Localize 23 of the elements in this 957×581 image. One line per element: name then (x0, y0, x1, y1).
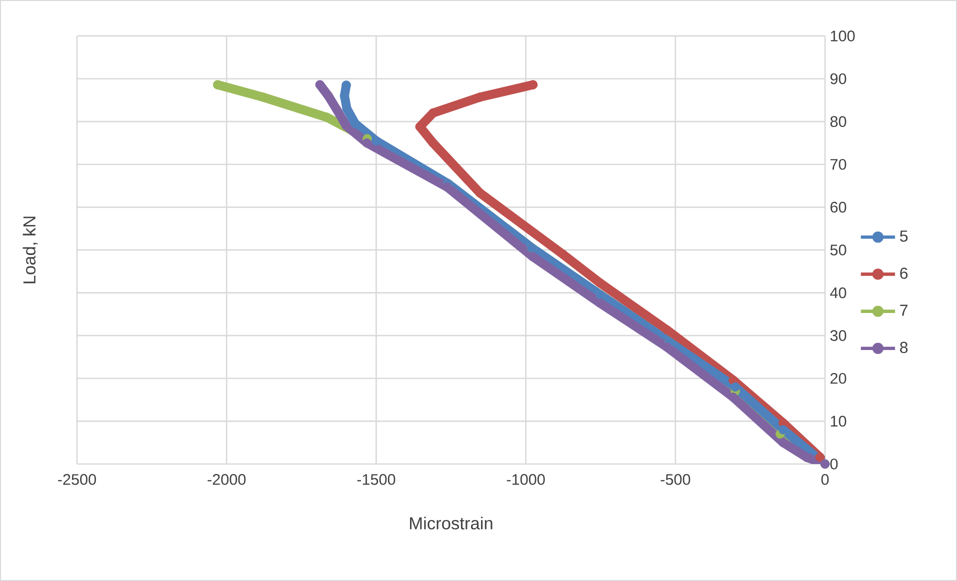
y-tick-label: 10 (830, 416, 846, 427)
x-tick-label: -2500 (58, 474, 96, 485)
y-axis-title: Load, kN (22, 216, 38, 284)
y-tick-label: 0 (830, 458, 838, 470)
x-tick-label: 0 (821, 474, 829, 485)
y-tick-label: 60 (830, 202, 846, 213)
y-tick-label: 30 (830, 330, 846, 342)
y-tick-label: 70 (830, 158, 846, 170)
y-tick-label: 100 (830, 30, 855, 42)
x-tick-label: -2000 (208, 474, 246, 485)
x-tick-label: -1500 (357, 474, 396, 485)
y-tick-label: 90 (830, 73, 846, 84)
y-tick-label: 20 (830, 372, 846, 384)
y-tick-label: 80 (830, 116, 846, 128)
legend-label: 5 (900, 230, 908, 242)
x-axis-title: Microstrain (410, 516, 492, 530)
y-tick-label: 40 (830, 287, 846, 298)
legend-label: 6 (900, 268, 908, 279)
x-tick-label: -1000 (506, 474, 545, 485)
legend-label: 8 (900, 342, 908, 354)
legend-label: 7 (900, 304, 908, 316)
y-tick-label: 50 (830, 244, 846, 256)
x-tick-label: -500 (660, 474, 690, 485)
